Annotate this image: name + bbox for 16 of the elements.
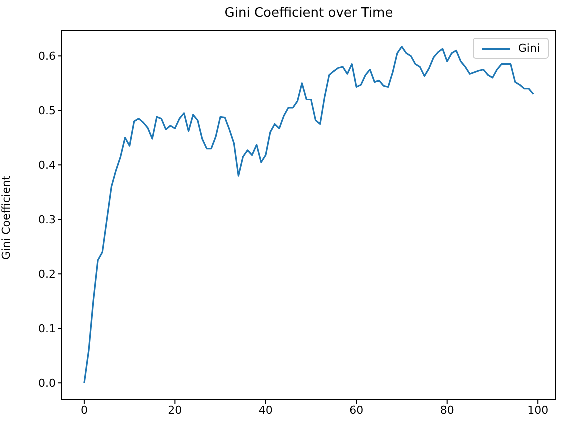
y-tick-label: 0.5 bbox=[38, 104, 56, 118]
y-tick-label: 0.0 bbox=[38, 377, 56, 390]
y-tick-label: 0.1 bbox=[38, 322, 56, 336]
x-tick-label: 80 bbox=[440, 404, 454, 417]
x-tick-label: 20 bbox=[168, 404, 182, 417]
x-tick-label: 40 bbox=[258, 404, 273, 417]
x-tick-label: 60 bbox=[350, 404, 364, 417]
chart-title: Gini Coefficient over Time bbox=[224, 6, 394, 21]
y-tick-label: 0.2 bbox=[38, 268, 56, 282]
y-tick-label: 0.6 bbox=[38, 50, 56, 64]
y-tick-label: 0.3 bbox=[38, 214, 56, 227]
y-tick-label: 0.4 bbox=[38, 159, 56, 172]
x-tick-label: 100 bbox=[528, 404, 549, 417]
x-tick-label: 0 bbox=[80, 404, 88, 417]
legend-label: Gini bbox=[518, 42, 540, 55]
y-axis-title: Gini Coefficient bbox=[0, 175, 13, 260]
